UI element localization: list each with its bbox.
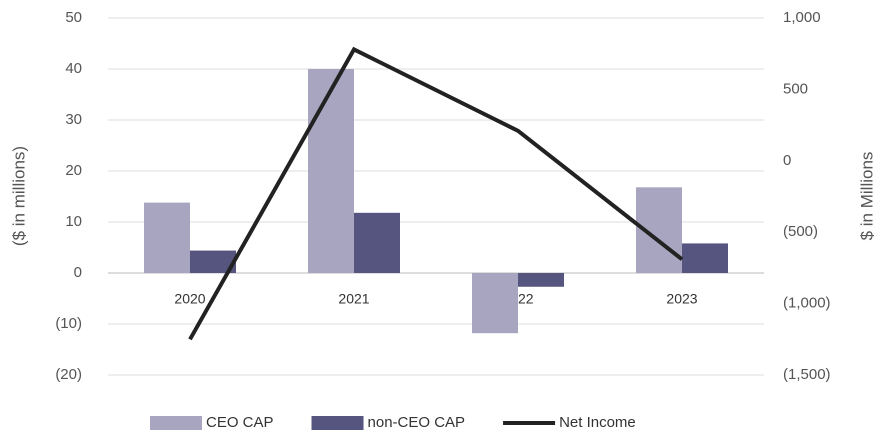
bar bbox=[518, 273, 564, 287]
y2-tick-label: (1,500) bbox=[783, 366, 831, 383]
line bbox=[188, 46, 684, 341]
x-tick-label: 2023 bbox=[666, 291, 697, 307]
bar bbox=[354, 212, 400, 273]
y-tick-label: 20 bbox=[65, 162, 82, 179]
y-tick-label: (20) bbox=[55, 366, 82, 383]
y-tick-label: 30 bbox=[65, 111, 82, 128]
legend-swatch bbox=[150, 416, 202, 430]
bar bbox=[682, 243, 728, 273]
legend-label: CEO CAP bbox=[206, 414, 274, 431]
legend-label: Net Income bbox=[559, 414, 636, 431]
bar bbox=[472, 273, 518, 334]
x-tick-label: 2021 bbox=[338, 291, 369, 307]
bar bbox=[144, 202, 190, 273]
legend-swatch bbox=[311, 416, 364, 430]
y-tick-label: (10) bbox=[55, 315, 82, 332]
y2-tick-label: (500) bbox=[783, 223, 818, 240]
legend-label: non-CEO CAP bbox=[368, 414, 466, 431]
y-tick-label: 10 bbox=[65, 213, 82, 230]
x-tick-label: 2020 bbox=[174, 291, 205, 307]
y-axis-title: ($ in millions) bbox=[9, 146, 28, 246]
y-tick-label: 50 bbox=[65, 9, 82, 26]
y2-tick-label: 0 bbox=[783, 152, 791, 169]
y2-axis-title: $ in Millions bbox=[857, 152, 876, 241]
y-tick-label: 0 bbox=[74, 264, 82, 281]
bar bbox=[308, 69, 354, 273]
y2-tick-label: 500 bbox=[783, 80, 808, 97]
y-tick-label: 40 bbox=[65, 60, 82, 77]
bar bbox=[190, 250, 236, 273]
y2-tick-label: 1,000 bbox=[783, 9, 821, 26]
y2-tick-label: (1,000) bbox=[783, 295, 831, 312]
